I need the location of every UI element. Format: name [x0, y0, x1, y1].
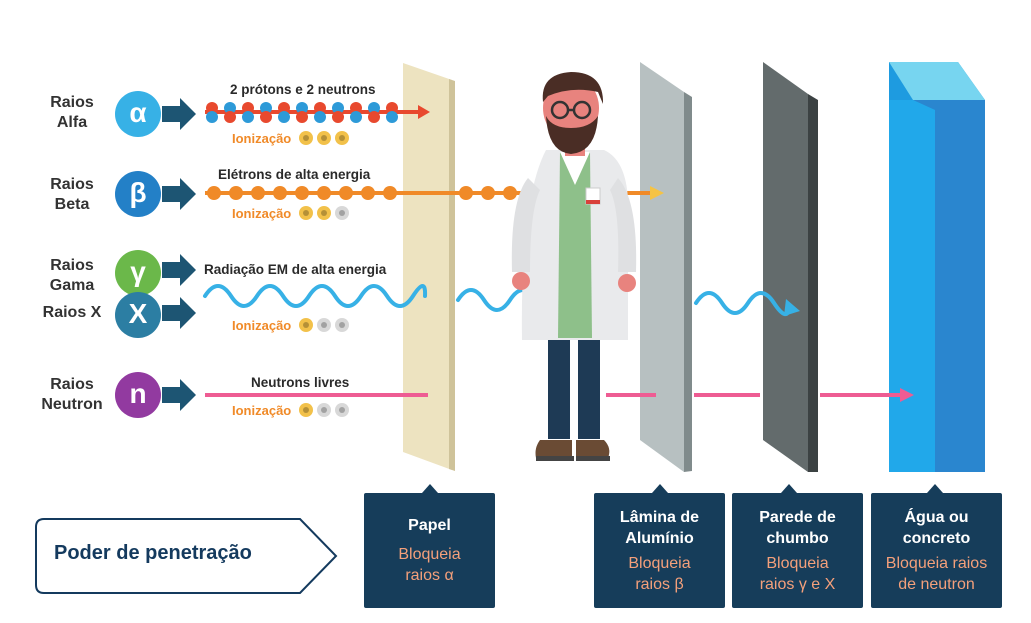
barrier-box-paper: Papel Bloqueia raios α — [364, 493, 495, 608]
ionization-gamma: Ionização — [232, 318, 349, 333]
penetration-label: Poder de penetração — [54, 542, 252, 564]
ionization-label: Ionização — [232, 403, 292, 418]
input-arrows — [162, 98, 196, 411]
barrier-subtitle: Bloqueia raios α — [398, 546, 461, 584]
alpha-symbol-icon: α — [115, 91, 161, 137]
barrier-box-water: Água ou concreto Bloqueia raios de neutr… — [871, 493, 1002, 608]
ionization-label: Ionização — [232, 131, 292, 146]
radiation-icon-inactive — [334, 206, 349, 220]
ray-title-gamma: Radiação EM de alta energia — [204, 262, 387, 277]
ray-title-beta: Elétrons de alta energia — [218, 167, 371, 182]
scientist-illustration — [511, 72, 637, 461]
x-symbol-icon: X — [115, 292, 161, 338]
ray-name-gamma: Raios Gama — [49, 257, 95, 294]
ray-name-beta: Raios Beta — [50, 176, 94, 213]
ionization-label: Ionização — [232, 318, 292, 333]
ionization-label: Ionização — [232, 206, 292, 221]
radiation-icon-inactive — [316, 403, 331, 417]
ray-name-alpha: Raios Alfa — [50, 94, 94, 131]
gamma-arrowhead — [784, 299, 800, 316]
radiation-icon — [316, 131, 331, 145]
paper-barrier — [403, 63, 452, 470]
ionization-neutron: Ionização — [232, 403, 349, 418]
ray-title-alpha: 2 prótons e 2 neutrons — [230, 82, 376, 97]
ray-name-neutron: Raios Neutron — [41, 376, 103, 413]
barrier-subtitle: Bloqueia raios γ e X — [759, 555, 836, 593]
radiation-icon — [334, 131, 349, 145]
ray-title-neutron: Neutrons livres — [251, 375, 350, 390]
radiation-icon — [298, 206, 313, 220]
neutron-symbol-icon: n — [115, 372, 161, 418]
radiation-icon — [316, 206, 331, 220]
barrier-title: Parede de chumbo — [759, 509, 836, 547]
barrier-title: Papel — [408, 517, 451, 534]
penetration-arrow-outline — [35, 518, 338, 594]
lead-barrier — [763, 62, 808, 472]
neutron-arrowhead — [900, 388, 914, 402]
aluminum-barrier — [640, 62, 684, 472]
barrier-subtitle: Bloqueia raios de neutron — [885, 555, 988, 593]
radiation-icon-inactive — [334, 403, 349, 417]
barrier-subtitle: Bloqueia raios β — [628, 555, 691, 593]
radiation-icon — [298, 318, 313, 332]
barrier-box-aluminum: Lâmina de Alumínio Bloqueia raios β — [594, 493, 725, 608]
alpha-particles — [206, 102, 398, 123]
beta-symbol-icon: β — [115, 171, 161, 217]
radiation-icon — [298, 403, 313, 417]
radiation-icon-inactive — [334, 318, 349, 332]
alpha-beam — [205, 105, 430, 119]
gamma-symbol-icon: γ — [115, 250, 161, 296]
ionization-beta: Ionização — [232, 206, 349, 221]
ray-name-x: Raios X — [42, 304, 102, 321]
barrier-title: Lâmina de Alumínio — [619, 509, 700, 547]
ionization-alpha: Ionização — [232, 131, 349, 146]
barrier-box-lead: Parede de chumbo Bloqueia raios γ e X — [732, 493, 863, 608]
radiation-icon — [298, 131, 313, 145]
radiation-icon-inactive — [316, 318, 331, 332]
gamma-wave — [203, 284, 792, 316]
barrier-title: Água ou concreto — [902, 509, 971, 547]
